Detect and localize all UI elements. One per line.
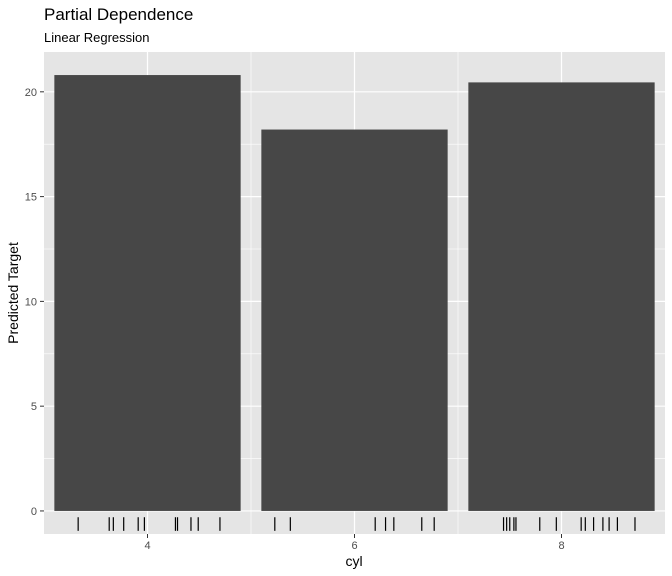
bar-cyl-4 (54, 75, 241, 511)
y-axis: 0 5 10 15 20 (25, 87, 44, 518)
y-tick-label: 0 (31, 506, 37, 518)
x-axis-title: cyl (345, 553, 362, 569)
bar-cyl-6 (261, 129, 448, 511)
y-tick-label: 10 (25, 296, 37, 308)
y-tick-label: 15 (25, 192, 37, 204)
x-tick-label: 8 (558, 540, 564, 552)
y-axis-title: Predicted Target (5, 242, 21, 344)
x-axis: 4 6 8 (144, 534, 565, 552)
x-tick-label: 6 (351, 540, 357, 552)
bar-cyl-8 (468, 82, 655, 511)
chart-title: Partial Dependence (44, 5, 193, 24)
y-tick-label: 20 (25, 87, 37, 99)
bars (54, 75, 655, 511)
y-tick-label: 5 (31, 401, 37, 413)
x-tick-label: 4 (144, 540, 150, 552)
rug-marks (77, 517, 636, 531)
chart-subtitle: Linear Regression (44, 30, 150, 45)
